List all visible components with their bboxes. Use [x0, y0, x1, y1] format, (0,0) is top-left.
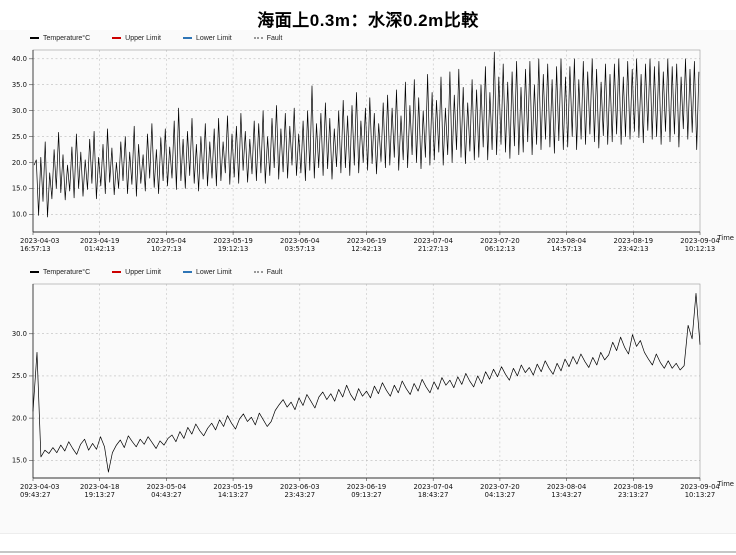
- x-tick-time: 21:27:13: [418, 245, 449, 253]
- legend-top: Temperature°C Upper Limit Lower Limit Fault: [0, 30, 736, 46]
- legend-swatch-icon: [30, 37, 39, 39]
- x-tick-date: 2023-08-04: [547, 483, 587, 491]
- x-tick-date: 2023-04-19: [80, 237, 120, 245]
- x-tick-date: 2023-04-18: [80, 483, 120, 491]
- legend-item-temperature-c: Temperature°C: [30, 269, 90, 276]
- x-tick-time: 04:43:27: [151, 491, 182, 499]
- legend-label: Fault: [266, 34, 283, 42]
- x-tick-time: 14:13:27: [218, 491, 249, 499]
- y-tick-label: 20.0: [12, 159, 27, 167]
- legend-item-upper-limit: Upper Limit: [112, 35, 161, 42]
- y-tick-label: 15.0: [12, 185, 27, 193]
- x-tick-time: 03:57:13: [285, 245, 316, 253]
- x-tick-date: 2023-09-04: [680, 483, 720, 491]
- x-tick-date: 2023-08-04: [547, 237, 587, 245]
- x-tick-date: 2023-05-04: [147, 237, 187, 245]
- x-tick-date: 2023-08-19: [614, 237, 654, 245]
- legend-item-temperature-c: Temperature°C: [30, 35, 90, 42]
- x-tick-time: 13:43:27: [551, 491, 582, 499]
- y-tick-label: 20.0: [12, 414, 27, 422]
- temperature-series-line: [32, 292, 701, 473]
- legend-label: Upper Limit: [125, 268, 161, 276]
- x-tick-date: 2023-06-19: [347, 483, 387, 491]
- x-tick-time: 23:13:27: [618, 491, 649, 499]
- x-tick-time: 10:13:27: [685, 491, 716, 499]
- legend-bottom: Temperature°C Upper Limit Lower Limit Fault: [0, 264, 736, 280]
- legend-label: Upper Limit: [125, 34, 161, 42]
- x-tick-date: 2023-07-04: [413, 237, 453, 245]
- legend-item-upper-limit: Upper Limit: [112, 269, 161, 276]
- x-tick-time: 09:43:27: [20, 491, 51, 499]
- x-tick-date: 2023-08-19: [614, 483, 654, 491]
- x-tick-time: 16:57:13: [20, 245, 51, 253]
- legend-swatch-icon: [182, 37, 192, 39]
- top-chart: 10.0 15.0 20.0 25.0 30.0 35.0 40.0 2023-04-0316…: [12, 49, 734, 253]
- x-tick-time: 12:42:13: [351, 245, 382, 253]
- legend-swatch-icon: [253, 37, 263, 39]
- legend-label: Lower Limit: [195, 268, 232, 276]
- x-tick-time: 10:27:13: [151, 245, 182, 253]
- x-tick-time: 09:13:27: [351, 491, 382, 499]
- x-tick-time: 23:42:13: [618, 245, 649, 253]
- x-tick-time: 04:13:27: [485, 491, 516, 499]
- y-tick-label: 35.0: [12, 81, 27, 89]
- y-tick-label: 40.0: [12, 55, 27, 63]
- x-tick-date: 2023-07-20: [480, 483, 520, 491]
- chart-panel-top: Temperature°C Upper Limit Lower Limit Fault…: [0, 30, 736, 258]
- time-axis-label: Time: [716, 234, 734, 242]
- legend-swatch-icon: [112, 37, 122, 39]
- y-tick-label: 30.0: [12, 107, 27, 115]
- x-tick-date: 2023-09-04: [680, 237, 720, 245]
- x-tick-time: 23:43:27: [285, 491, 316, 499]
- x-tick-date: 2023-04-03: [20, 237, 60, 245]
- x-tick-time: 10:12:13: [685, 245, 716, 253]
- y-tick-label: 15.0: [12, 457, 27, 465]
- y-tick-label: 30.0: [12, 330, 27, 338]
- x-tick-date: 2023-07-20: [480, 237, 520, 245]
- legend-label: Temperature°C: [43, 34, 91, 42]
- x-tick-date: 2023-06-04: [280, 237, 320, 245]
- chart-area: Temperature°C Upper Limit Lower Limit Fault…: [0, 30, 736, 534]
- x-tick-date: 2023-07-04: [413, 483, 453, 491]
- x-tick-time: 14:57:13: [551, 245, 582, 253]
- x-tick-time: 18:43:27: [418, 491, 449, 499]
- chart-panel-bottom: Temperature°C Upper Limit Lower Limit Fault…: [0, 258, 736, 506]
- legend-swatch-icon: [30, 271, 39, 273]
- x-tick-date: 2023-06-19: [347, 237, 387, 245]
- legend-item-fault: Fault: [253, 34, 283, 42]
- window-bottom-border: [0, 551, 736, 553]
- y-tick-label: 25.0: [12, 372, 27, 380]
- x-tick-date: 2023-05-04: [147, 483, 187, 491]
- x-tick-time: 06:12:13: [485, 245, 516, 253]
- y-tick-label: 10.0: [12, 211, 27, 219]
- x-tick-date: 2023-05-19: [213, 237, 253, 245]
- x-tick-time: 01:42:13: [84, 245, 115, 253]
- legend-swatch-icon: [112, 271, 122, 273]
- bottom-strip: [0, 534, 736, 550]
- legend-label: Temperature°C: [43, 268, 91, 276]
- y-tick-label: 25.0: [12, 133, 27, 141]
- temperature-series-line: [33, 51, 700, 218]
- x-tick-date: 2023-06-03: [280, 483, 320, 491]
- legend-item-lower-limit: Lower Limit: [182, 34, 232, 42]
- time-axis-label: Time: [716, 480, 734, 488]
- legend-swatch-icon: [253, 271, 263, 273]
- legend-swatch-icon: [182, 271, 192, 273]
- legend-item-fault: Fault: [253, 268, 283, 276]
- legend-label: Fault: [266, 268, 283, 276]
- page-title: 海面上0.3m：水深0.2m比較: [257, 11, 479, 30]
- x-tick-date: 2023-05-19: [213, 483, 253, 491]
- x-tick-time: 19:13:27: [84, 491, 115, 499]
- x-tick-date: 2023-04-03: [20, 483, 60, 491]
- x-tick-time: 19:12:13: [218, 245, 249, 253]
- legend-item-lower-limit: Lower Limit: [182, 268, 232, 276]
- legend-label: Lower Limit: [195, 34, 232, 42]
